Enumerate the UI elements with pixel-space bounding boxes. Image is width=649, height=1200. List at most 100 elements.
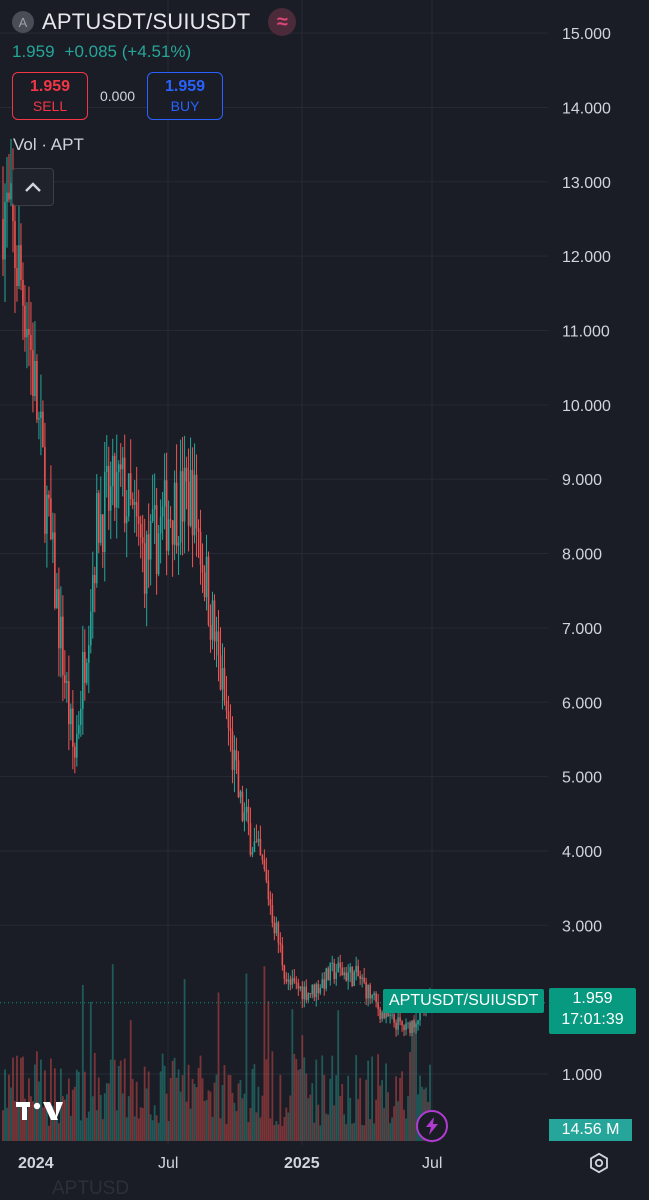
volume-bar	[301, 1035, 304, 1141]
volume-bar	[28, 1078, 30, 1141]
volume-bar	[315, 1059, 318, 1141]
volume-bar	[337, 1010, 340, 1141]
volume-bar	[341, 1084, 344, 1141]
candle-body	[221, 668, 224, 690]
volume-bar	[173, 1057, 176, 1141]
time-tick: Jul	[422, 1155, 443, 1172]
volume-bar	[177, 1069, 180, 1141]
candle-body	[95, 492, 98, 584]
candle-body	[333, 962, 336, 980]
volume-bar	[111, 964, 114, 1141]
candle-body	[159, 516, 162, 534]
lightning-button[interactable]	[416, 1110, 448, 1142]
volume-bar	[351, 1123, 354, 1141]
candle-body	[91, 575, 94, 612]
volume-bar	[159, 1071, 162, 1141]
candle-body	[153, 505, 156, 510]
volume-bar	[321, 1055, 324, 1141]
volume-bar	[413, 1014, 415, 1141]
symbol-logo-icon: A	[12, 11, 34, 33]
volume-bar	[47, 1125, 50, 1141]
volume-bar	[335, 1075, 338, 1141]
volume-tag: 14.56 M	[549, 1119, 632, 1141]
volume-bar	[339, 1095, 342, 1141]
volume-bar	[195, 1087, 198, 1141]
volume-bar	[175, 1077, 178, 1141]
price-tick: 15.000	[562, 26, 611, 43]
candle-body	[225, 700, 228, 712]
volume-bar	[267, 1001, 270, 1141]
volume-bar	[51, 1106, 54, 1141]
volume-bar	[345, 1124, 348, 1141]
tradingview-logo-icon[interactable]	[16, 1098, 64, 1124]
volume-bar	[34, 1064, 36, 1141]
chart-area[interactable]: 15.000 14.000 13.000 12.000 11.000 10.000 9.00…	[0, 0, 649, 1145]
candle-body	[58, 589, 60, 649]
candle-body	[337, 962, 340, 973]
candle-body	[141, 537, 144, 544]
volume-bar	[359, 1077, 362, 1141]
volume-bar	[133, 1116, 136, 1141]
candle-body	[48, 494, 50, 499]
volume-bar	[189, 1108, 192, 1141]
volume-bar	[281, 1125, 284, 1141]
buy-label: BUY	[170, 98, 200, 114]
volume-bar	[329, 1078, 332, 1141]
volume-bar	[97, 1077, 100, 1141]
volume-bar	[20, 1057, 22, 1141]
volume-bar	[403, 1109, 405, 1141]
candle-body	[277, 922, 280, 943]
symbol-title[interactable]: APTUSDT/SUIUSDT	[42, 9, 251, 34]
candle-body	[113, 455, 116, 508]
wave-icon[interactable]: ≈	[268, 8, 297, 36]
candle-body	[129, 473, 132, 500]
volume-bar	[135, 1081, 138, 1141]
collapse-button[interactable]	[12, 168, 54, 206]
volume-bar	[199, 1055, 202, 1141]
candle-body	[353, 971, 355, 987]
candle-body	[42, 411, 44, 448]
candle-body	[97, 492, 100, 543]
candle-body	[245, 806, 248, 813]
volume-bar	[317, 1104, 320, 1141]
buy-button[interactable]: 1.959 BUY	[147, 72, 224, 120]
volume-indicator-label[interactable]: Vol · APT	[13, 135, 84, 154]
volume-bar	[395, 1076, 397, 1141]
time-axis[interactable]: 2024 Jul 2025 Jul	[0, 1145, 649, 1185]
volume-bar	[309, 1094, 312, 1141]
candle-body	[197, 528, 200, 533]
candle-body	[411, 1020, 413, 1033]
candle-body	[32, 349, 34, 397]
candle-body	[68, 681, 70, 725]
candle-body	[289, 979, 292, 985]
candle-body	[395, 1022, 397, 1030]
volume-bar	[265, 1059, 268, 1141]
volume-bar	[201, 1078, 204, 1141]
candle-body	[371, 994, 373, 999]
candle-body	[187, 481, 190, 526]
time-tick: Jul	[158, 1155, 179, 1172]
price-tick: 4.000	[562, 844, 602, 861]
volume-bar	[61, 1096, 64, 1141]
volume-bar	[325, 1113, 328, 1141]
spread-value: 0.000	[100, 88, 136, 104]
volume-bar	[409, 1052, 411, 1141]
candle-body	[385, 1009, 387, 1019]
volume-bar	[183, 978, 186, 1141]
price-chart[interactable]: 15.000 14.000 13.000 12.000 11.000 10.000 9.00…	[0, 0, 649, 1145]
candle-body	[213, 600, 216, 642]
volume-bar	[263, 966, 266, 1141]
sell-button[interactable]: 1.959 SELL	[12, 72, 88, 120]
candle-body	[34, 360, 36, 397]
candle-body	[60, 616, 62, 649]
candle-body	[217, 631, 220, 656]
candle-body	[6, 192, 8, 202]
volume-bar	[215, 1074, 218, 1141]
gear-icon[interactable]	[588, 1152, 610, 1174]
volume-bar	[16, 1055, 18, 1141]
volume-bar	[36, 1051, 38, 1141]
price-tick: 9.000	[562, 472, 602, 489]
volume-bar	[57, 1123, 60, 1141]
volume-bar	[355, 1055, 358, 1141]
candle-body	[199, 532, 202, 565]
